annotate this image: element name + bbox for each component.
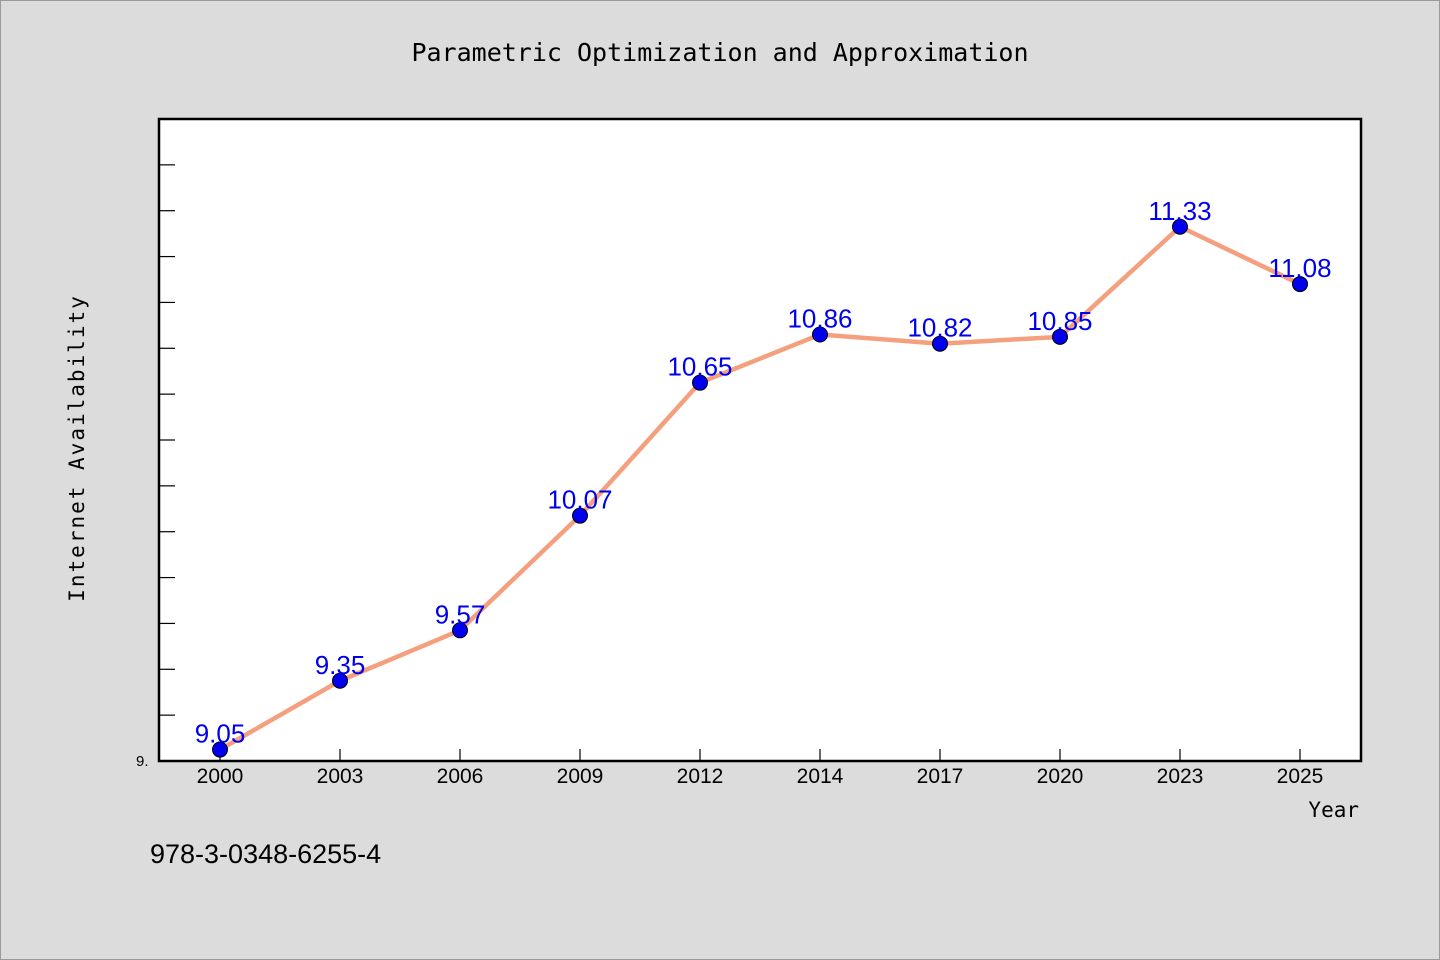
data-label: 10.85 — [1027, 306, 1092, 336]
data-label: 9.05 — [195, 719, 246, 749]
data-point — [932, 335, 948, 352]
data-label: 10.82 — [907, 313, 972, 343]
x-tick-label: 2012 — [677, 765, 724, 788]
x-tick-label: 2017 — [917, 765, 964, 788]
series-line-layer — [217, 224, 1303, 752]
data-point — [452, 622, 468, 639]
x-tick-label: 2025 — [1277, 765, 1324, 788]
chart-title: Parametric Optimization and Approximatio… — [411, 38, 1028, 67]
data-label: 10.07 — [547, 485, 612, 515]
isbn-text: 978-3-0348-6255-4 — [150, 839, 381, 869]
x-axis-ticks: 2000 2003 2006 2009 2012 2014 2017 2020 2023 2025 — [197, 749, 1324, 788]
series-line — [217, 224, 1303, 752]
data-label: 10.86 — [787, 304, 852, 334]
data-point — [572, 507, 588, 524]
data-point — [1292, 276, 1308, 293]
y-axis-minor-ticks — [159, 164, 175, 716]
data-point — [212, 741, 228, 758]
x-axis-label: Year — [1308, 798, 1359, 822]
x-tick-label: 2009 — [557, 765, 604, 788]
data-label: 9.57 — [435, 599, 486, 629]
x-tick-label: 2020 — [1037, 765, 1084, 788]
data-label: 11.33 — [1148, 196, 1211, 226]
x-tick-label: 2000 — [197, 765, 244, 788]
y-axis-tick-label: 9. — [136, 753, 149, 770]
y-axis-label: Internet Availability — [65, 294, 89, 602]
data-point — [812, 326, 828, 343]
data-point — [332, 672, 348, 689]
data-label: 11.08 — [1268, 253, 1331, 283]
data-point — [1052, 328, 1068, 345]
data-point — [1172, 218, 1188, 235]
x-tick-label: 2014 — [797, 765, 844, 788]
data-label: 10.65 — [667, 352, 732, 382]
data-point — [692, 374, 708, 391]
plot-area — [157, 117, 1363, 763]
data-label: 9.35 — [315, 650, 366, 680]
x-tick-label: 2023 — [1157, 765, 1204, 788]
data-label-layer: 9.05 9.35 9.57 10.07 10.65 10.86 10.82 10.85 11.… — [195, 196, 1332, 749]
x-tick-label: 2003 — [317, 765, 364, 788]
marker-layer — [212, 218, 1308, 758]
x-tick-label: 2006 — [437, 765, 484, 788]
